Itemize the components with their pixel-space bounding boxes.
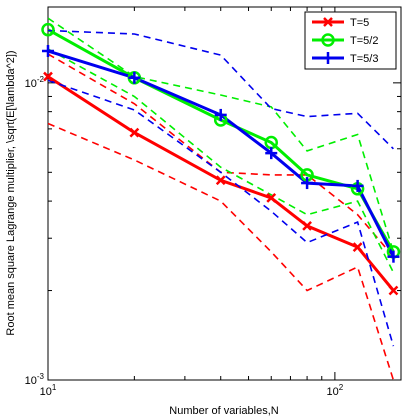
- series-t-5-3-upper-band: [48, 29, 394, 150]
- series-t-5-point: [129, 127, 140, 138]
- series-t-5-point: [43, 71, 53, 82]
- marker-stroke: [302, 221, 312, 231]
- legend-label-t-5-2: T=5/2: [350, 35, 378, 47]
- series-t-5-point: [215, 175, 226, 186]
- series-t-5-3-point: [387, 250, 400, 263]
- series-t-5-2-upper-band: [48, 17, 395, 253]
- legend-marker-t-5-2: [321, 33, 335, 47]
- marker-stroke: [388, 285, 399, 296]
- series-t-5-2-lower-band: [48, 48, 395, 273]
- series-t-5-upper-band: [48, 53, 395, 258]
- legend-marker-t-5-3: [322, 52, 334, 64]
- x-axis-label: Number of variables,N: [169, 405, 278, 417]
- x-tick-label: 102: [327, 383, 344, 398]
- series-t-5-3-point: [128, 71, 141, 84]
- series-t-5-3-point: [265, 147, 278, 160]
- data-markers: [41, 22, 401, 296]
- series-t-5-3-lower-band: [48, 79, 395, 347]
- legend-marker-t-5: [323, 17, 333, 27]
- marker-stroke: [323, 17, 333, 27]
- marker-stroke: [43, 71, 53, 82]
- legend-label-t-5: T=5: [350, 17, 369, 29]
- marker-stroke: [266, 193, 277, 203]
- series-t-5-3-point: [42, 44, 54, 57]
- tick-labels: 101 102 10-3 10-2: [25, 75, 344, 398]
- series-t-5-2-point: [41, 22, 55, 37]
- legend: T=5 T=5/2 T=5/3: [304, 11, 397, 70]
- axis-ticks: [47, 7, 401, 381]
- series-t-5-point: [352, 242, 363, 253]
- series-t-5-3-point: [351, 179, 364, 192]
- legend-label-t-5-3: T=5/3: [350, 53, 378, 65]
- series-t-5-3-point: [301, 177, 314, 190]
- y-tick-label: 10-2: [25, 75, 45, 90]
- x-tick-label: 101: [40, 383, 57, 398]
- marker-stroke: [352, 242, 363, 253]
- y-tick-label: 10-3: [25, 372, 45, 387]
- series-t-5-3-point: [214, 108, 227, 121]
- series-t-5-point: [302, 221, 312, 231]
- y-axis-label: Root mean square Lagrange multiplier, \s…: [5, 50, 17, 335]
- series-t-5-point: [266, 193, 277, 203]
- marker-stroke: [129, 127, 140, 138]
- series-t-5-point: [388, 285, 399, 296]
- marker-stroke: [215, 175, 226, 186]
